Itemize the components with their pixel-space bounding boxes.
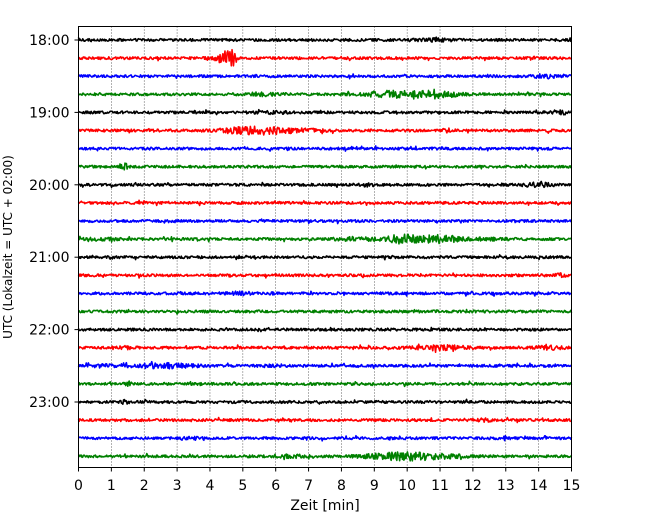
x-tick-label: 13 (497, 478, 515, 494)
x-tick-label: 12 (464, 478, 482, 494)
seismic-trace (78, 343, 572, 354)
x-tick-label: 11 (431, 478, 449, 494)
seismic-trace (77, 380, 573, 388)
seismic-trace (78, 233, 572, 245)
plot-frame (78, 26, 572, 468)
x-tick-label: 2 (140, 478, 149, 494)
seismic-trace (78, 290, 572, 297)
x-tick-label: 7 (304, 478, 313, 494)
x-tick-label: 1 (107, 478, 116, 494)
seismic-trace (78, 125, 572, 136)
y-tick-label: 18:00 (29, 33, 69, 49)
y-axis-ticks: 18:00 19:00 20:00 21:00 22:00 23:00 (29, 33, 79, 411)
x-tick-label: 9 (370, 478, 379, 494)
seismic-trace (77, 36, 573, 43)
seismic-trace (77, 199, 572, 207)
x-axis-label: Zeit [min] (290, 498, 359, 514)
y-tick-label: 20:00 (29, 178, 69, 194)
x-tick-label: 3 (173, 478, 182, 494)
seismic-trace (77, 162, 573, 171)
x-tick-label: 0 (74, 478, 83, 494)
x-tick-label: 5 (238, 478, 247, 494)
x-tick-label: 14 (530, 478, 548, 494)
seismic-trace (77, 73, 573, 80)
seismic-trace (77, 108, 573, 116)
y-tick-label: 19:00 (29, 105, 69, 121)
y-tick-label: 22:00 (29, 323, 69, 339)
seismic-trace (77, 416, 572, 424)
seismic-trace (78, 398, 572, 405)
seismic-trace (77, 308, 573, 315)
x-tick-label: 15 (563, 478, 581, 494)
seismic-trace (78, 218, 573, 225)
seismic-trace (78, 451, 573, 462)
seismic-trace (77, 145, 573, 152)
seismic-trace (78, 88, 572, 100)
trace-group (77, 36, 573, 462)
y-tick-label: 21:00 (29, 250, 69, 266)
x-axis-ticks: 0 1 2 3 4 5 6 7 8 9 10 11 12 13 14 15 (74, 467, 581, 494)
y-tick-label: 23:00 (29, 395, 69, 411)
seismic-trace (78, 180, 573, 189)
x-tick-label: 6 (271, 478, 280, 494)
x-tick-label: 4 (206, 478, 215, 494)
x-tick-label: 8 (337, 478, 346, 494)
seismic-trace (77, 434, 573, 442)
seismic-trace (77, 254, 573, 261)
x-tick-label: 10 (398, 478, 416, 494)
seismic-trace (77, 48, 573, 67)
seismic-trace (77, 360, 573, 370)
seismic-trace (77, 326, 572, 333)
seismic-trace (77, 272, 573, 279)
y-axis-label: UTC (Lokalzeit = UTC + 02:00) (1, 155, 15, 339)
